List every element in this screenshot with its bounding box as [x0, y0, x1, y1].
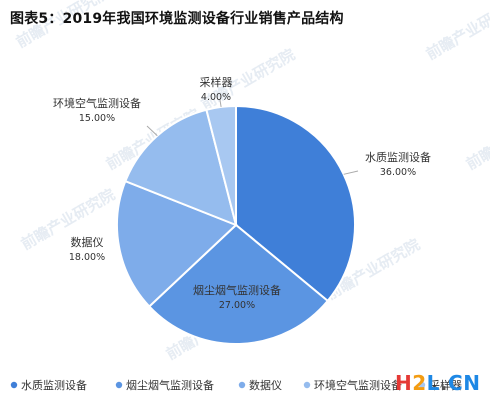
legend-marker-3: [238, 381, 246, 389]
site-logo-cn: CN: [448, 371, 481, 395]
slice-labels: 水质监测设备 36.00% 烟尘烟气监测设备 27.00% 数据仪 18.00% 环境空气监…: [53, 75, 431, 311]
slice-value-1: 36.00%: [380, 167, 416, 178]
slice-label-5: 采样器: [200, 75, 233, 89]
legend: 水质监测设备 烟尘烟气监测设备 数据仪 环境空气监测设备 采样器: [10, 378, 462, 392]
legend-label-3: 数据仪: [249, 378, 282, 392]
site-logo-l: L: [426, 371, 440, 395]
site-logo-h: H: [395, 371, 413, 395]
pie-slices: [116, 104, 356, 345]
legend-label-5: 采样器: [429, 378, 462, 392]
legend-marker-2: [115, 381, 123, 389]
site-logo: H2L.CN: [395, 370, 481, 396]
legend-label-1: 水质监测设备: [21, 378, 87, 392]
watermark-text: 前瞻产业研究院: [423, 0, 490, 63]
legend-label-2: 烟尘烟气监测设备: [126, 378, 214, 392]
slice-label-4: 环境空气监测设备: [53, 96, 141, 110]
leader-line-5: [219, 99, 222, 107]
legend-marker-4: [303, 381, 311, 389]
slice-label-2: 烟尘烟气监测设备: [193, 283, 281, 297]
legend-marker-1: [10, 381, 18, 389]
pie-slice-1: [235, 104, 356, 303]
slice-label-3: 数据仪: [71, 235, 104, 249]
slice-label-1: 水质监测设备: [365, 150, 431, 164]
slice-value-5: 4.00%: [201, 92, 231, 103]
slice-value-4: 15.00%: [79, 113, 115, 124]
pie-slice-2: [147, 223, 330, 345]
leader-lines: [146, 99, 359, 175]
pie-slice-4: [124, 108, 238, 227]
watermark-text: 前瞻产业研究院: [463, 105, 490, 173]
chart-title: 图表5：2019年我国环境监测设备行业销售产品结构: [10, 11, 344, 27]
pie-slice-5: [205, 104, 237, 226]
leader-line-1: [343, 170, 359, 175]
slice-value-3: 18.00%: [69, 252, 105, 263]
leader-line-4: [146, 125, 158, 137]
slice-value-2: 27.00%: [219, 300, 255, 311]
pie-slice-3: [116, 179, 238, 308]
legend-label-4: 环境空气监测设备: [314, 378, 402, 392]
site-logo-2: 2: [412, 371, 427, 395]
site-logo-dot: .: [439, 371, 449, 395]
legend-marker-5: [418, 381, 426, 389]
